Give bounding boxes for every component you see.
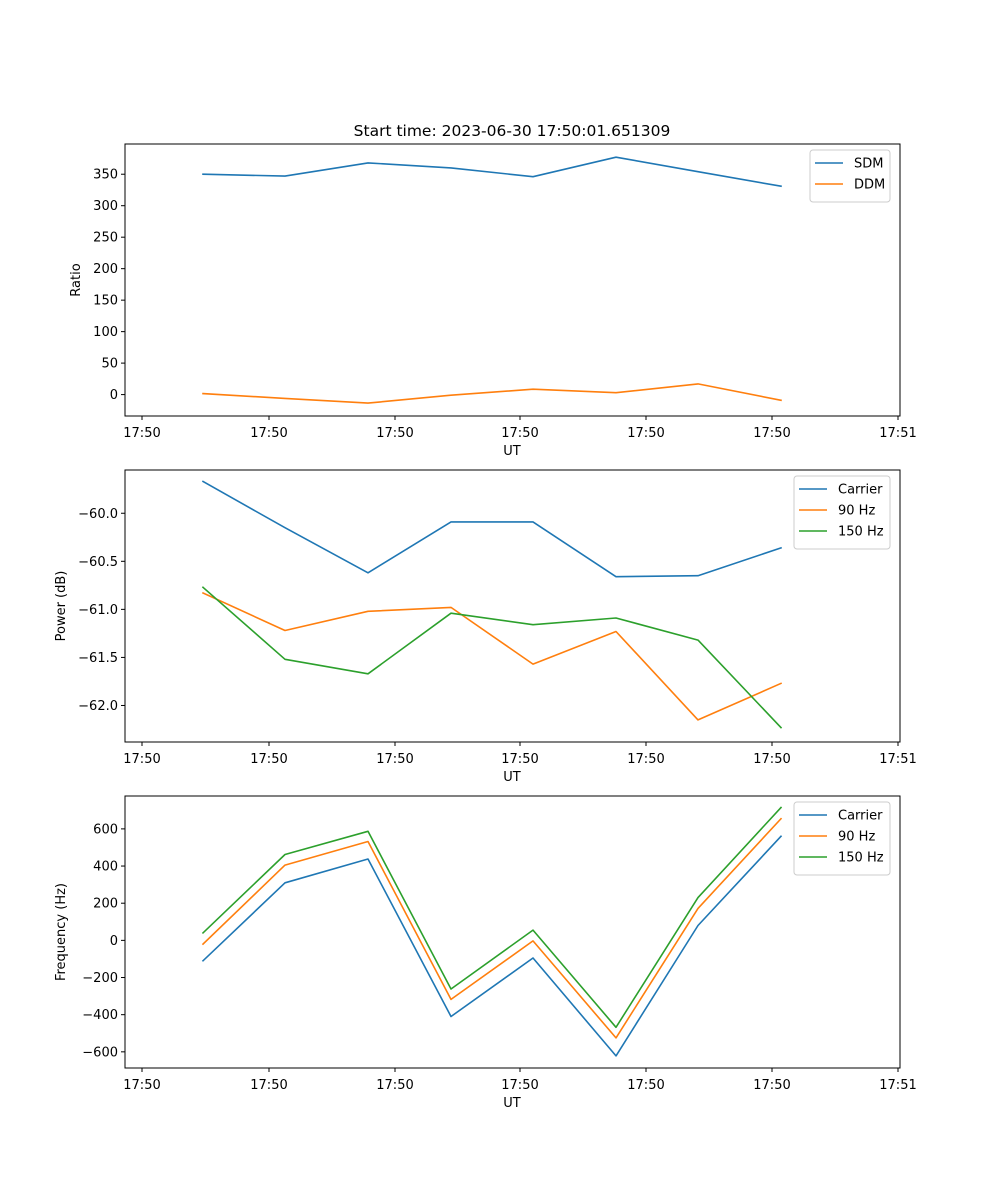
y-tick-label: 600 [93,822,118,837]
chart-panel-1: 17:50 17:50 17:50 17:50 17:50 17:50 17:51 0 50 10… [69,143,917,459]
x-tick-label: 17:50 [123,1078,160,1093]
legend: Carrier 90 Hz 150 Hz [793,801,891,876]
y-tick-label: −62.0 [78,699,118,714]
series-line-90-hz [201,817,783,1039]
series-line-90-hz [201,591,783,721]
legend-label: Carrier [838,809,883,824]
legend-label: 90 Hz [838,830,875,845]
y-tick-label: 250 [93,231,118,246]
x-tick-label: 17:50 [250,752,287,767]
legend-label: 150 Hz [838,525,884,540]
x-axis-label: UT [503,770,521,785]
x-tick-label: 17:50 [250,1078,287,1093]
panels: 17:50 17:50 17:50 17:50 17:50 17:50 17:51 0 50 10… [54,143,917,1111]
y-tick-label: 100 [93,325,118,340]
series-line-sdm [202,156,782,188]
x-tick-label: 17:50 [123,752,160,767]
y-tick-label: −61.5 [78,651,118,666]
legend-label: DDM [854,178,885,193]
y-tick-label: 0 [110,934,118,949]
x-tick-label: 17:50 [627,752,664,767]
x-tick-label: 17:50 [501,752,538,767]
y-tick-label: 150 [93,294,118,309]
axes-frame [124,469,901,743]
chart-panel-3: 17:50 17:50 17:50 17:50 17:50 17:50 17:51 −600 −… [54,795,917,1111]
chart-panel-2: 17:50 17:50 17:50 17:50 17:50 17:50 17:51 −62.0… [54,469,917,785]
y-axis-label: Frequency (Hz) [54,883,69,981]
axes-frame [124,795,901,1069]
x-axis-label: UT [503,444,521,459]
y-tick-label: −400 [82,1008,118,1023]
y-tick-label: 200 [93,897,118,912]
x-tick-label: 17:50 [376,752,413,767]
x-tick-label: 17:50 [627,1078,664,1093]
y-tick-label: −60.0 [78,507,118,522]
y-tick-label: −61.0 [78,603,118,618]
x-tick-label: 17:50 [627,426,664,441]
series-line-carrier [201,480,783,578]
legend-label: SDM [854,157,883,172]
y-tick-label: 400 [93,860,118,875]
x-tick-label: 17:50 [753,426,790,441]
series-line-carrier [201,835,783,1057]
legend-label: 90 Hz [838,504,875,519]
x-tick-label: 17:50 [123,426,160,441]
figure-title: Start time: 2023-06-30 17:50:01.651309 [354,122,671,140]
series-line-150-hz [201,586,783,729]
y-axis-label: Power (dB) [54,571,69,642]
y-tick-label: −600 [82,1045,118,1060]
legend-label: Carrier [838,483,883,498]
y-tick-label: 350 [93,168,118,183]
x-tick-label: 17:50 [753,1078,790,1093]
axes-frame [124,143,901,417]
x-tick-label: 17:50 [376,1078,413,1093]
y-tick-label: 200 [93,262,118,277]
y-tick-label: 0 [110,388,118,403]
y-tick-label: −200 [82,971,118,986]
y-tick-label: 50 [101,357,118,372]
y-axis-label: Ratio [69,263,84,296]
legend-label: 150 Hz [838,851,884,866]
x-tick-label: 17:51 [879,752,916,767]
x-axis-label: UT [503,1096,521,1111]
x-tick-label: 17:50 [501,1078,538,1093]
series-line-150-hz [201,806,783,1029]
x-tick-label: 17:50 [250,426,287,441]
x-tick-label: 17:50 [376,426,413,441]
legend: SDM DDM [809,149,891,203]
y-tick-label: −60.5 [78,555,118,570]
x-tick-label: 17:51 [879,1078,916,1093]
x-tick-label: 17:50 [753,752,790,767]
legend: Carrier 90 Hz 150 Hz [793,475,891,550]
x-tick-label: 17:51 [879,426,916,441]
x-tick-label: 17:50 [501,426,538,441]
series-line-ddm [202,383,782,404]
y-tick-label: 300 [93,199,118,214]
